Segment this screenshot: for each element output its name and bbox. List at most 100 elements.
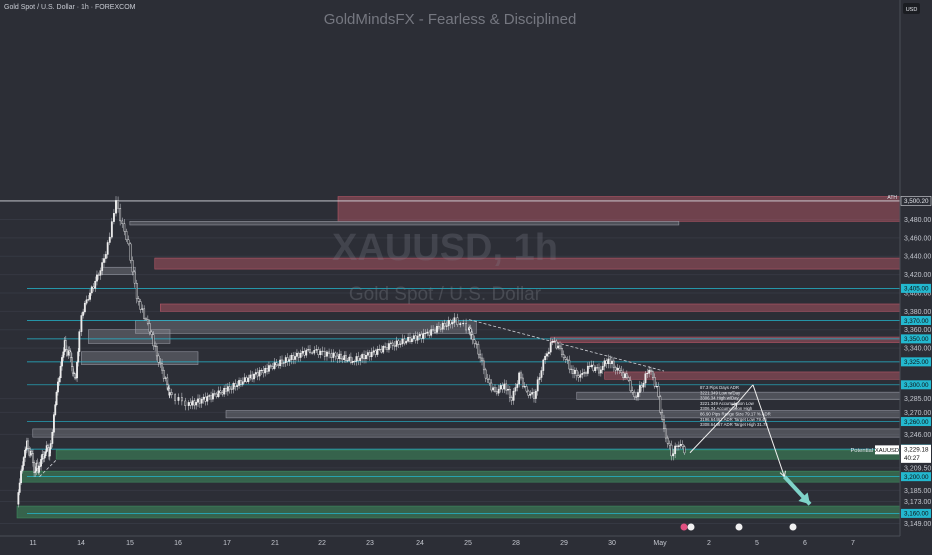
candle-body — [560, 348, 563, 355]
projection-arrowhead — [798, 492, 810, 505]
candle-body — [53, 414, 55, 433]
currency-button[interactable]: USD — [903, 3, 920, 14]
candle-body — [475, 343, 478, 345]
candle-body — [97, 274, 100, 276]
candle-body — [438, 326, 440, 329]
candle-body — [672, 453, 675, 457]
neutral-zone — [81, 351, 199, 365]
candle-body — [486, 377, 489, 380]
candle-body — [292, 355, 295, 360]
candle-body — [345, 355, 347, 361]
event-icons — [680, 523, 797, 531]
candle-body — [430, 329, 433, 336]
candle-body — [361, 354, 364, 359]
candle-body — [572, 369, 574, 374]
candle-body — [351, 361, 354, 363]
candle-body — [319, 350, 322, 356]
date-label: May — [653, 540, 667, 547]
candle-body — [598, 367, 600, 374]
candle-body — [533, 392, 535, 399]
candle-body — [21, 465, 24, 472]
candle-body — [488, 379, 491, 384]
candle-body — [55, 391, 58, 405]
level-label-box — [901, 417, 931, 427]
candle-body — [503, 383, 506, 390]
level-label: 3,405.00 — [904, 286, 929, 293]
candle-body — [177, 397, 180, 401]
date-label: 7 — [851, 540, 855, 547]
price-tick-label: 3,380.00 — [904, 309, 931, 316]
candle-body — [83, 302, 86, 313]
candle-body — [129, 243, 132, 261]
candle-body — [22, 457, 25, 466]
candle-body — [644, 373, 647, 384]
potential-tag: Potential — [850, 448, 873, 454]
candle-body — [180, 397, 183, 402]
symbol-description: Gold Spot / U.S. Dollar · 1h · FOREXCOM — [4, 4, 136, 11]
candle-body — [61, 357, 63, 367]
candle-body — [384, 346, 387, 348]
date-label: 2 — [707, 540, 711, 547]
candle-body — [258, 370, 261, 377]
candle-body — [238, 380, 240, 386]
candle-body — [46, 445, 49, 448]
candle-body — [123, 223, 126, 232]
candle-body — [68, 350, 71, 353]
candle-body — [609, 358, 612, 364]
candle-body — [612, 360, 615, 368]
candle-body — [164, 377, 167, 379]
candle-body — [577, 375, 580, 378]
candle-body — [424, 332, 427, 334]
candle-body — [17, 492, 20, 505]
candle-body — [27, 440, 29, 449]
candle-body — [592, 364, 595, 371]
flag-icon — [789, 523, 797, 531]
candle-body — [637, 392, 639, 398]
date-label: 29 — [560, 540, 568, 547]
neutral-zone — [88, 329, 171, 344]
candle-body — [311, 352, 314, 354]
candle-body — [277, 364, 280, 366]
candle-body — [275, 362, 278, 366]
candle-body — [99, 270, 102, 276]
candle-body — [538, 377, 541, 380]
candle-body — [663, 419, 665, 430]
candle-body — [58, 377, 61, 383]
candle-body — [113, 213, 115, 222]
candle-body — [228, 386, 231, 390]
candle-body — [412, 335, 415, 339]
candle-body — [62, 351, 65, 358]
trendline — [39, 459, 57, 477]
candle-body — [638, 385, 641, 393]
candle-body — [585, 372, 587, 374]
symbol-tag: XAUUSD — [875, 448, 899, 454]
price-tick-label: 3,246.00 — [904, 432, 931, 439]
candle-body — [350, 356, 352, 363]
level-label-box — [901, 283, 931, 293]
candle-body — [449, 320, 452, 325]
candle-body — [336, 355, 339, 359]
candle-body — [30, 450, 33, 454]
candle-body — [225, 388, 227, 392]
candle-body — [343, 355, 346, 360]
candle-body — [443, 323, 446, 327]
candle-body — [49, 443, 52, 449]
price-tick-label: 3,360.00 — [904, 327, 931, 334]
candle-body — [624, 373, 626, 378]
price-tick-label: 3,209.50 — [904, 465, 931, 472]
candle-body — [212, 393, 214, 400]
candle-body — [683, 446, 686, 454]
candle-body — [279, 359, 282, 366]
projection-segment — [736, 384, 754, 404]
candle-body — [226, 386, 229, 392]
candle-body — [217, 390, 220, 397]
candle-body — [348, 356, 351, 361]
time-axis[interactable] — [0, 535, 900, 550]
candle-body — [108, 236, 111, 243]
candle-body — [596, 367, 599, 369]
candle-body — [363, 354, 365, 360]
price-tick-label: 3,420.00 — [904, 272, 931, 279]
candle-body — [70, 357, 73, 367]
